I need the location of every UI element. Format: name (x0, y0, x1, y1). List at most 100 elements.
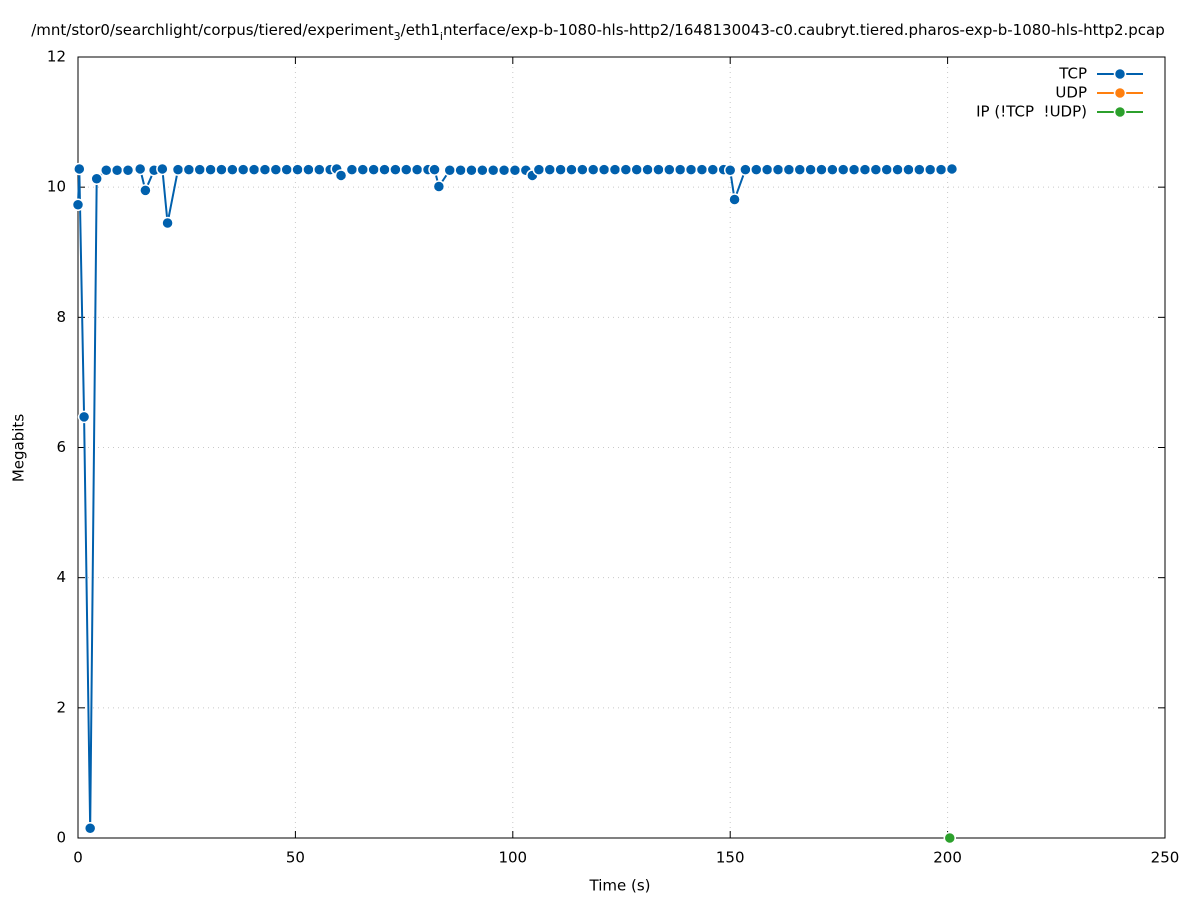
data-point (121, 163, 135, 177)
data-point (269, 163, 283, 176)
title-part: i (440, 30, 443, 43)
data-point (497, 163, 511, 177)
data-point (410, 163, 424, 176)
data-point (913, 163, 926, 176)
data-point (302, 163, 315, 176)
x-tick-label: 0 (73, 849, 83, 867)
data-point (247, 163, 261, 176)
x-axis-label: Time (s) (589, 877, 651, 895)
legend-swatch-point (1113, 67, 1127, 81)
data-point (554, 163, 567, 176)
chart-title: /mnt/stor0/searchlight/corpus/tiered/exp… (31, 21, 1165, 43)
legend-label: TCP (1058, 65, 1087, 83)
data-point (695, 163, 709, 176)
data-point (934, 163, 948, 176)
data-point (236, 163, 250, 176)
data-point (565, 163, 578, 176)
data-point (945, 162, 959, 176)
data-point (804, 163, 817, 176)
data-point (508, 163, 522, 177)
data-point (432, 180, 446, 193)
title-part: /eth1 (401, 21, 440, 39)
data-point (902, 163, 915, 176)
title-part: nterface/exp-b-1080-hls-http2/1648130043… (443, 21, 1165, 39)
data-point (356, 163, 370, 176)
data-point (869, 163, 883, 176)
data-point (334, 169, 348, 182)
y-tick-label: 12 (47, 48, 66, 66)
data-point (100, 163, 113, 177)
data-point (739, 163, 752, 176)
data-point (71, 198, 85, 211)
x-tick-label: 100 (498, 849, 527, 867)
data-point (204, 163, 217, 176)
data-point (750, 163, 763, 176)
data-point (782, 163, 796, 176)
data-point (793, 163, 807, 176)
data-point (193, 163, 206, 176)
data-point (476, 163, 489, 177)
data-point (226, 163, 239, 176)
data-point (880, 163, 893, 176)
data-point (586, 163, 600, 176)
data-point (673, 163, 687, 176)
data-point (73, 162, 86, 176)
data-point (836, 163, 850, 176)
data-point (630, 163, 643, 176)
data-point (161, 216, 174, 230)
data-point (652, 163, 665, 176)
data-point (313, 163, 326, 176)
y-tick-label: 0 (56, 829, 66, 847)
data-point (83, 821, 97, 835)
data-point (847, 163, 861, 176)
data-point (619, 163, 633, 176)
data-point (156, 162, 169, 176)
data-point (826, 163, 839, 176)
data-point (258, 163, 272, 176)
x-tick-label: 200 (933, 849, 962, 867)
title-part: 3 (394, 30, 401, 43)
data-point (760, 163, 774, 176)
data-point (90, 172, 103, 185)
data-point (139, 184, 152, 197)
x-tick-label: 150 (716, 849, 745, 867)
data-point (345, 163, 359, 176)
data-point (389, 163, 402, 176)
data-point (171, 163, 185, 176)
data-point (465, 163, 478, 177)
y-axis-label: Megabits (10, 414, 28, 482)
legend-label: IP (!TCP !UDP) (976, 103, 1087, 121)
data-point (891, 163, 904, 176)
data-point (815, 163, 828, 176)
data-point (133, 162, 147, 176)
data-point (597, 163, 611, 176)
data-point (428, 163, 441, 176)
title-part: /mnt/stor0/searchlight/corpus/tiered/exp… (31, 21, 394, 39)
data-point (367, 163, 380, 176)
series-line (77, 167, 953, 829)
data-point (771, 163, 785, 176)
data-point (486, 163, 500, 177)
y-tick-label: 2 (56, 698, 66, 716)
y-tick-label: 4 (56, 568, 66, 586)
data-point (182, 163, 196, 176)
data-point (641, 163, 654, 176)
data-point (723, 163, 737, 177)
data-point (291, 163, 304, 176)
data-point (110, 163, 124, 177)
legend-swatch-point (1113, 105, 1127, 119)
data-point (454, 163, 467, 177)
data-point (443, 163, 457, 177)
data-point (728, 193, 741, 206)
legend-label: UDP (1055, 84, 1087, 102)
data-point (684, 163, 698, 176)
data-point (858, 163, 872, 176)
data-point (280, 163, 293, 176)
x-tick-label: 250 (1151, 849, 1180, 867)
data-point (215, 163, 228, 176)
data-point (608, 163, 622, 176)
data-point (663, 163, 676, 176)
data-point (77, 410, 91, 424)
data-point (532, 163, 546, 176)
